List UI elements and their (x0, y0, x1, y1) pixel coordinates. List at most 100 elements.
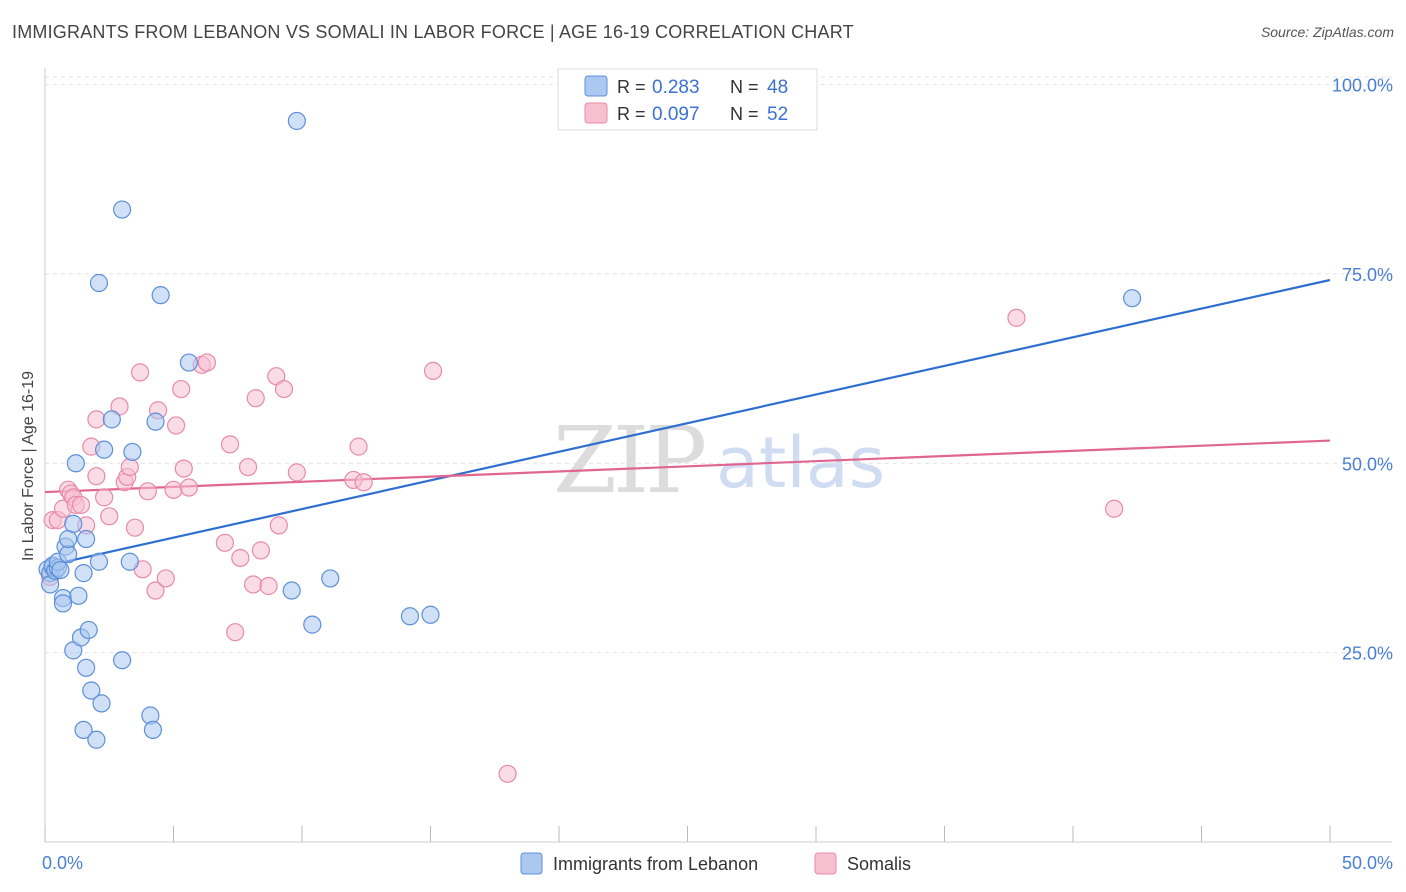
legend-swatch-lebanon (584, 75, 608, 97)
point-lebanon-28 (92, 694, 111, 713)
point-lebanon-39 (179, 353, 199, 372)
point-somali-35 (226, 623, 245, 642)
point-somali-51 (1007, 308, 1026, 327)
legend-r-label-lebanon: R = (617, 77, 646, 97)
trend-line-somali (44, 439, 1331, 494)
point-somali-26 (164, 480, 183, 499)
bottom-legend-label-somali: Somalis (847, 854, 911, 874)
point-lebanon-25 (87, 730, 106, 749)
gridlines (45, 76, 1392, 654)
point-lebanon-38 (151, 286, 170, 305)
point-somali-25 (156, 569, 175, 588)
point-somali-37 (238, 457, 258, 477)
point-somali-47 (349, 437, 368, 456)
source-credit: Source: ZipAtlas.com (1260, 24, 1394, 40)
legend-n-value-somali: 52 (767, 104, 788, 125)
point-somali-14 (100, 507, 119, 526)
point-somali-11 (87, 410, 106, 429)
point-lebanon-24 (82, 681, 101, 700)
legend-n-label-somali: N = (730, 104, 759, 124)
point-lebanon-32 (112, 651, 132, 670)
point-somali-19 (125, 518, 145, 537)
point-somali-39 (246, 389, 265, 408)
tick-labels: 25.0% 50.0% 75.0% 100.0% 0.0% 50.0% (42, 76, 1393, 873)
point-lebanon-45 (421, 605, 440, 624)
watermark-zip: ZIP (553, 407, 704, 514)
point-lebanon-43 (321, 569, 340, 588)
point-lebanon-26 (89, 552, 109, 571)
legend-swatch-somali (584, 102, 608, 124)
y-tick-label-25: 25.0% (1342, 644, 1393, 664)
point-lebanon-20 (74, 720, 93, 740)
point-somali-38 (244, 575, 263, 594)
point-somali-32 (197, 353, 217, 372)
point-lebanon-15 (64, 514, 83, 533)
point-somali-45 (287, 463, 306, 482)
chart-title: IMMIGRANTS FROM LEBANON VS SOMALI IN LAB… (12, 22, 854, 42)
point-somali-43 (269, 516, 288, 535)
point-lebanon-10 (53, 594, 73, 613)
trend-lines (44, 278, 1331, 568)
data-points (38, 111, 1142, 783)
point-somali-13 (95, 488, 114, 507)
point-lebanon-22 (77, 658, 96, 677)
point-lebanon-30 (102, 410, 121, 429)
point-somali-30 (179, 478, 199, 497)
point-somali-18 (120, 457, 139, 477)
legend-r-label-somali: R = (617, 104, 646, 124)
point-lebanon-37 (146, 412, 165, 431)
point-lebanon-33 (120, 552, 139, 571)
point-lebanon-27 (89, 273, 109, 293)
point-lebanon-21 (77, 529, 96, 549)
point-somali-50 (498, 764, 517, 783)
point-lebanon-29 (95, 440, 114, 459)
point-lebanon-44 (400, 607, 420, 626)
y-tick-label-100: 100.0% (1332, 76, 1393, 96)
point-somali-48 (354, 473, 373, 492)
point-lebanon-17 (69, 586, 88, 605)
point-lebanon-8 (51, 560, 70, 580)
point-somali-12 (87, 467, 106, 486)
trend-line-lebanon (44, 278, 1331, 568)
point-somali-40 (251, 541, 270, 560)
point-lebanon-19 (74, 564, 93, 583)
point-somali-20 (130, 363, 150, 382)
point-somali-41 (259, 576, 278, 596)
point-lebanon-42 (303, 615, 322, 634)
legend-n-value-lebanon: 48 (767, 77, 788, 98)
point-somali-8 (71, 495, 91, 515)
point-lebanon-36 (143, 720, 163, 740)
point-somali-23 (146, 581, 165, 600)
point-somali-44 (274, 379, 294, 399)
bottom-legend-swatch-somali (814, 852, 837, 875)
point-somali-52 (1105, 499, 1124, 518)
x-tick-label-min: 0.0% (42, 853, 83, 873)
point-somali-28 (172, 379, 191, 399)
point-lebanon-16 (66, 454, 85, 473)
point-lebanon-13 (59, 529, 78, 549)
point-somali-33 (215, 533, 234, 552)
y-tick-label-75: 75.0% (1342, 265, 1393, 285)
point-somali-34 (220, 435, 240, 454)
point-somali-27 (166, 416, 186, 435)
y-axis-label: In Labor Force | Age 16-19 (20, 371, 37, 561)
legend-r-value-somali: 0.097 (652, 104, 700, 125)
bottom-legend: Immigrants from Lebanon Somalis (520, 852, 911, 875)
point-lebanon-40 (282, 581, 301, 600)
point-lebanon-41 (287, 111, 306, 131)
point-lebanon-12 (59, 545, 78, 564)
legend-n-label-lebanon: N = (730, 77, 759, 97)
point-lebanon-46 (1123, 289, 1142, 308)
point-somali-36 (231, 548, 250, 568)
legend-box: R = 0.283 N = 48 R = 0.097 N = 52 (557, 68, 818, 131)
x-tick-label-max: 50.0% (1342, 853, 1393, 873)
point-lebanon-34 (123, 442, 142, 462)
legend-r-value-lebanon: 0.283 (652, 77, 700, 98)
axes (44, 68, 1392, 843)
point-somali-49 (423, 361, 443, 380)
point-lebanon-23 (79, 620, 98, 640)
y-tick-label-50: 50.0% (1342, 454, 1393, 474)
point-somali-22 (138, 482, 157, 501)
point-lebanon-31 (112, 200, 132, 219)
